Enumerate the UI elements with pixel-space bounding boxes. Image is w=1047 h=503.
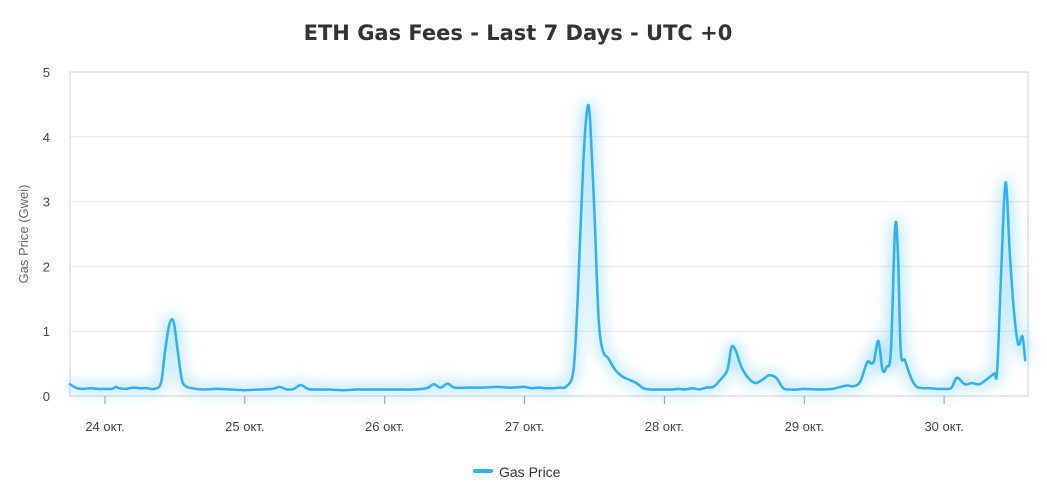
y-axis-label: Gas Price (Gwei) bbox=[16, 185, 31, 284]
y-tick-label: 1 bbox=[43, 324, 50, 339]
y-tick-label: 2 bbox=[43, 259, 50, 274]
plot-frame bbox=[69, 71, 1029, 397]
x-tick-label: 28 окт. bbox=[645, 419, 684, 434]
y-tick-label: 5 bbox=[43, 65, 50, 80]
legend-swatch bbox=[473, 469, 493, 473]
legend[interactable]: Gas Price bbox=[473, 464, 561, 480]
x-tick-label: 29 окт. bbox=[785, 419, 824, 434]
x-tick-label: 30 окт. bbox=[924, 419, 963, 434]
x-tick-label: 24 окт. bbox=[85, 419, 124, 434]
y-tick-label: 3 bbox=[43, 195, 50, 210]
y-axis: 0 1 2 3 4 5 bbox=[43, 65, 50, 404]
x-tick-label: 26 окт. bbox=[365, 419, 404, 434]
series-line-glow bbox=[67, 100, 1030, 395]
series-layer bbox=[67, 100, 1030, 395]
y-tick-label: 0 bbox=[43, 389, 50, 404]
x-tick-label: 25 окт. bbox=[225, 419, 264, 434]
x-tick-label: 27 окт. bbox=[505, 419, 544, 434]
x-axis: 24 окт. 25 окт. 26 окт. 27 окт. 28 окт. 29 ок… bbox=[85, 396, 964, 434]
grid bbox=[70, 71, 1028, 332]
legend-label: Gas Price bbox=[499, 464, 561, 480]
chart-title: ETH Gas Fees - Last 7 Days - UTC +0 bbox=[304, 21, 733, 45]
y-tick-label: 4 bbox=[43, 130, 50, 145]
series-line[interactable] bbox=[68, 103, 1027, 392]
